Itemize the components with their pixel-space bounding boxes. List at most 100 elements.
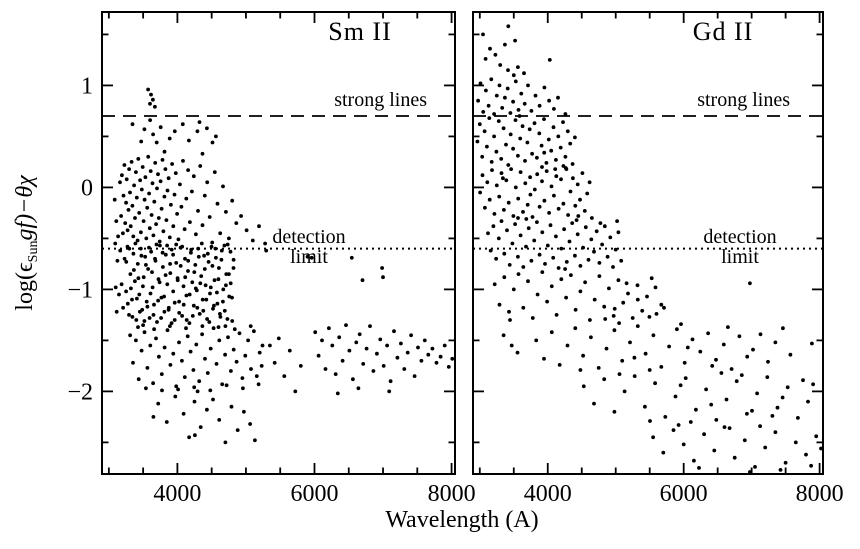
data-point [228, 281, 233, 286]
x-tick-label: 4000 [153, 481, 201, 507]
data-point [229, 369, 233, 373]
data-point [679, 322, 683, 326]
data-point [578, 197, 582, 202]
data-point [537, 204, 542, 209]
data-point [589, 237, 594, 242]
data-point [212, 170, 217, 175]
data-point [564, 260, 569, 264]
data-point [528, 192, 533, 197]
data-point [647, 368, 652, 372]
data-point [540, 165, 544, 169]
data-point [516, 254, 520, 259]
data-point [521, 265, 526, 269]
data-point [530, 316, 535, 320]
data-point [778, 468, 783, 472]
data-point [180, 358, 184, 363]
data-point [571, 176, 575, 181]
data-point [256, 382, 261, 387]
data-point [732, 455, 737, 460]
data-point [709, 402, 714, 407]
data-point [505, 86, 510, 91]
data-point [112, 197, 117, 202]
data-point [554, 313, 559, 317]
data-point [241, 386, 245, 391]
data-point [734, 379, 739, 384]
data-point [138, 246, 143, 251]
data-point [501, 126, 506, 131]
data-point [178, 264, 183, 268]
data-point [549, 284, 554, 289]
y-tick-label: −2 [67, 379, 93, 405]
data-point [513, 79, 518, 84]
data-point [483, 57, 488, 61]
data-point [712, 448, 717, 453]
data-point [180, 122, 185, 127]
data-point [212, 278, 217, 283]
data-point [242, 409, 246, 414]
data-point [649, 276, 654, 281]
data-point [484, 88, 488, 93]
data-point [402, 367, 407, 371]
data-point [521, 210, 525, 214]
data-point [611, 265, 615, 269]
data-point [154, 242, 159, 247]
data-point [385, 343, 389, 348]
data-point [480, 154, 485, 159]
data-point [148, 343, 153, 348]
data-point [780, 395, 785, 400]
data-point [785, 385, 790, 390]
data-point [450, 356, 455, 361]
data-point [598, 221, 603, 226]
data-point [200, 223, 205, 228]
data-point [811, 382, 815, 387]
data-point [475, 139, 480, 144]
data-point [187, 138, 191, 143]
data-point [496, 236, 501, 241]
data-point [364, 346, 369, 351]
data-point [217, 338, 222, 343]
data-point [706, 331, 710, 336]
data-point [518, 170, 523, 175]
data-point [523, 159, 527, 163]
data-point [518, 233, 523, 238]
data-point [594, 229, 599, 234]
data-point [157, 280, 162, 285]
data-point [214, 255, 218, 260]
data-point [191, 174, 196, 179]
data-point [210, 264, 215, 268]
data-point [597, 261, 602, 265]
data-point [583, 280, 587, 285]
data-point [557, 363, 562, 367]
data-point [225, 242, 230, 247]
data-point [491, 224, 496, 229]
data-point [547, 211, 551, 215]
data-point [574, 218, 579, 223]
data-point [133, 279, 137, 284]
data-point [578, 264, 583, 268]
data-point [205, 371, 210, 375]
data-point [501, 176, 505, 181]
data-point [602, 304, 607, 309]
data-point [190, 280, 195, 285]
data-point [199, 274, 204, 278]
data-point [257, 350, 262, 355]
data-point [282, 374, 287, 378]
data-point [753, 465, 757, 469]
data-point [525, 202, 530, 207]
data-point [535, 155, 539, 160]
data-point [570, 221, 575, 226]
data-point [177, 299, 182, 304]
data-point [710, 364, 715, 368]
data-point [773, 430, 778, 435]
data-point [503, 42, 507, 47]
data-point [131, 234, 136, 239]
data-point [567, 239, 572, 244]
data-point [221, 299, 225, 304]
data-point [600, 242, 604, 247]
data-point [494, 93, 499, 98]
data-point [653, 381, 657, 386]
data-point [662, 305, 666, 310]
data-point [632, 374, 637, 378]
data-point [139, 139, 144, 144]
data-point [543, 262, 547, 266]
